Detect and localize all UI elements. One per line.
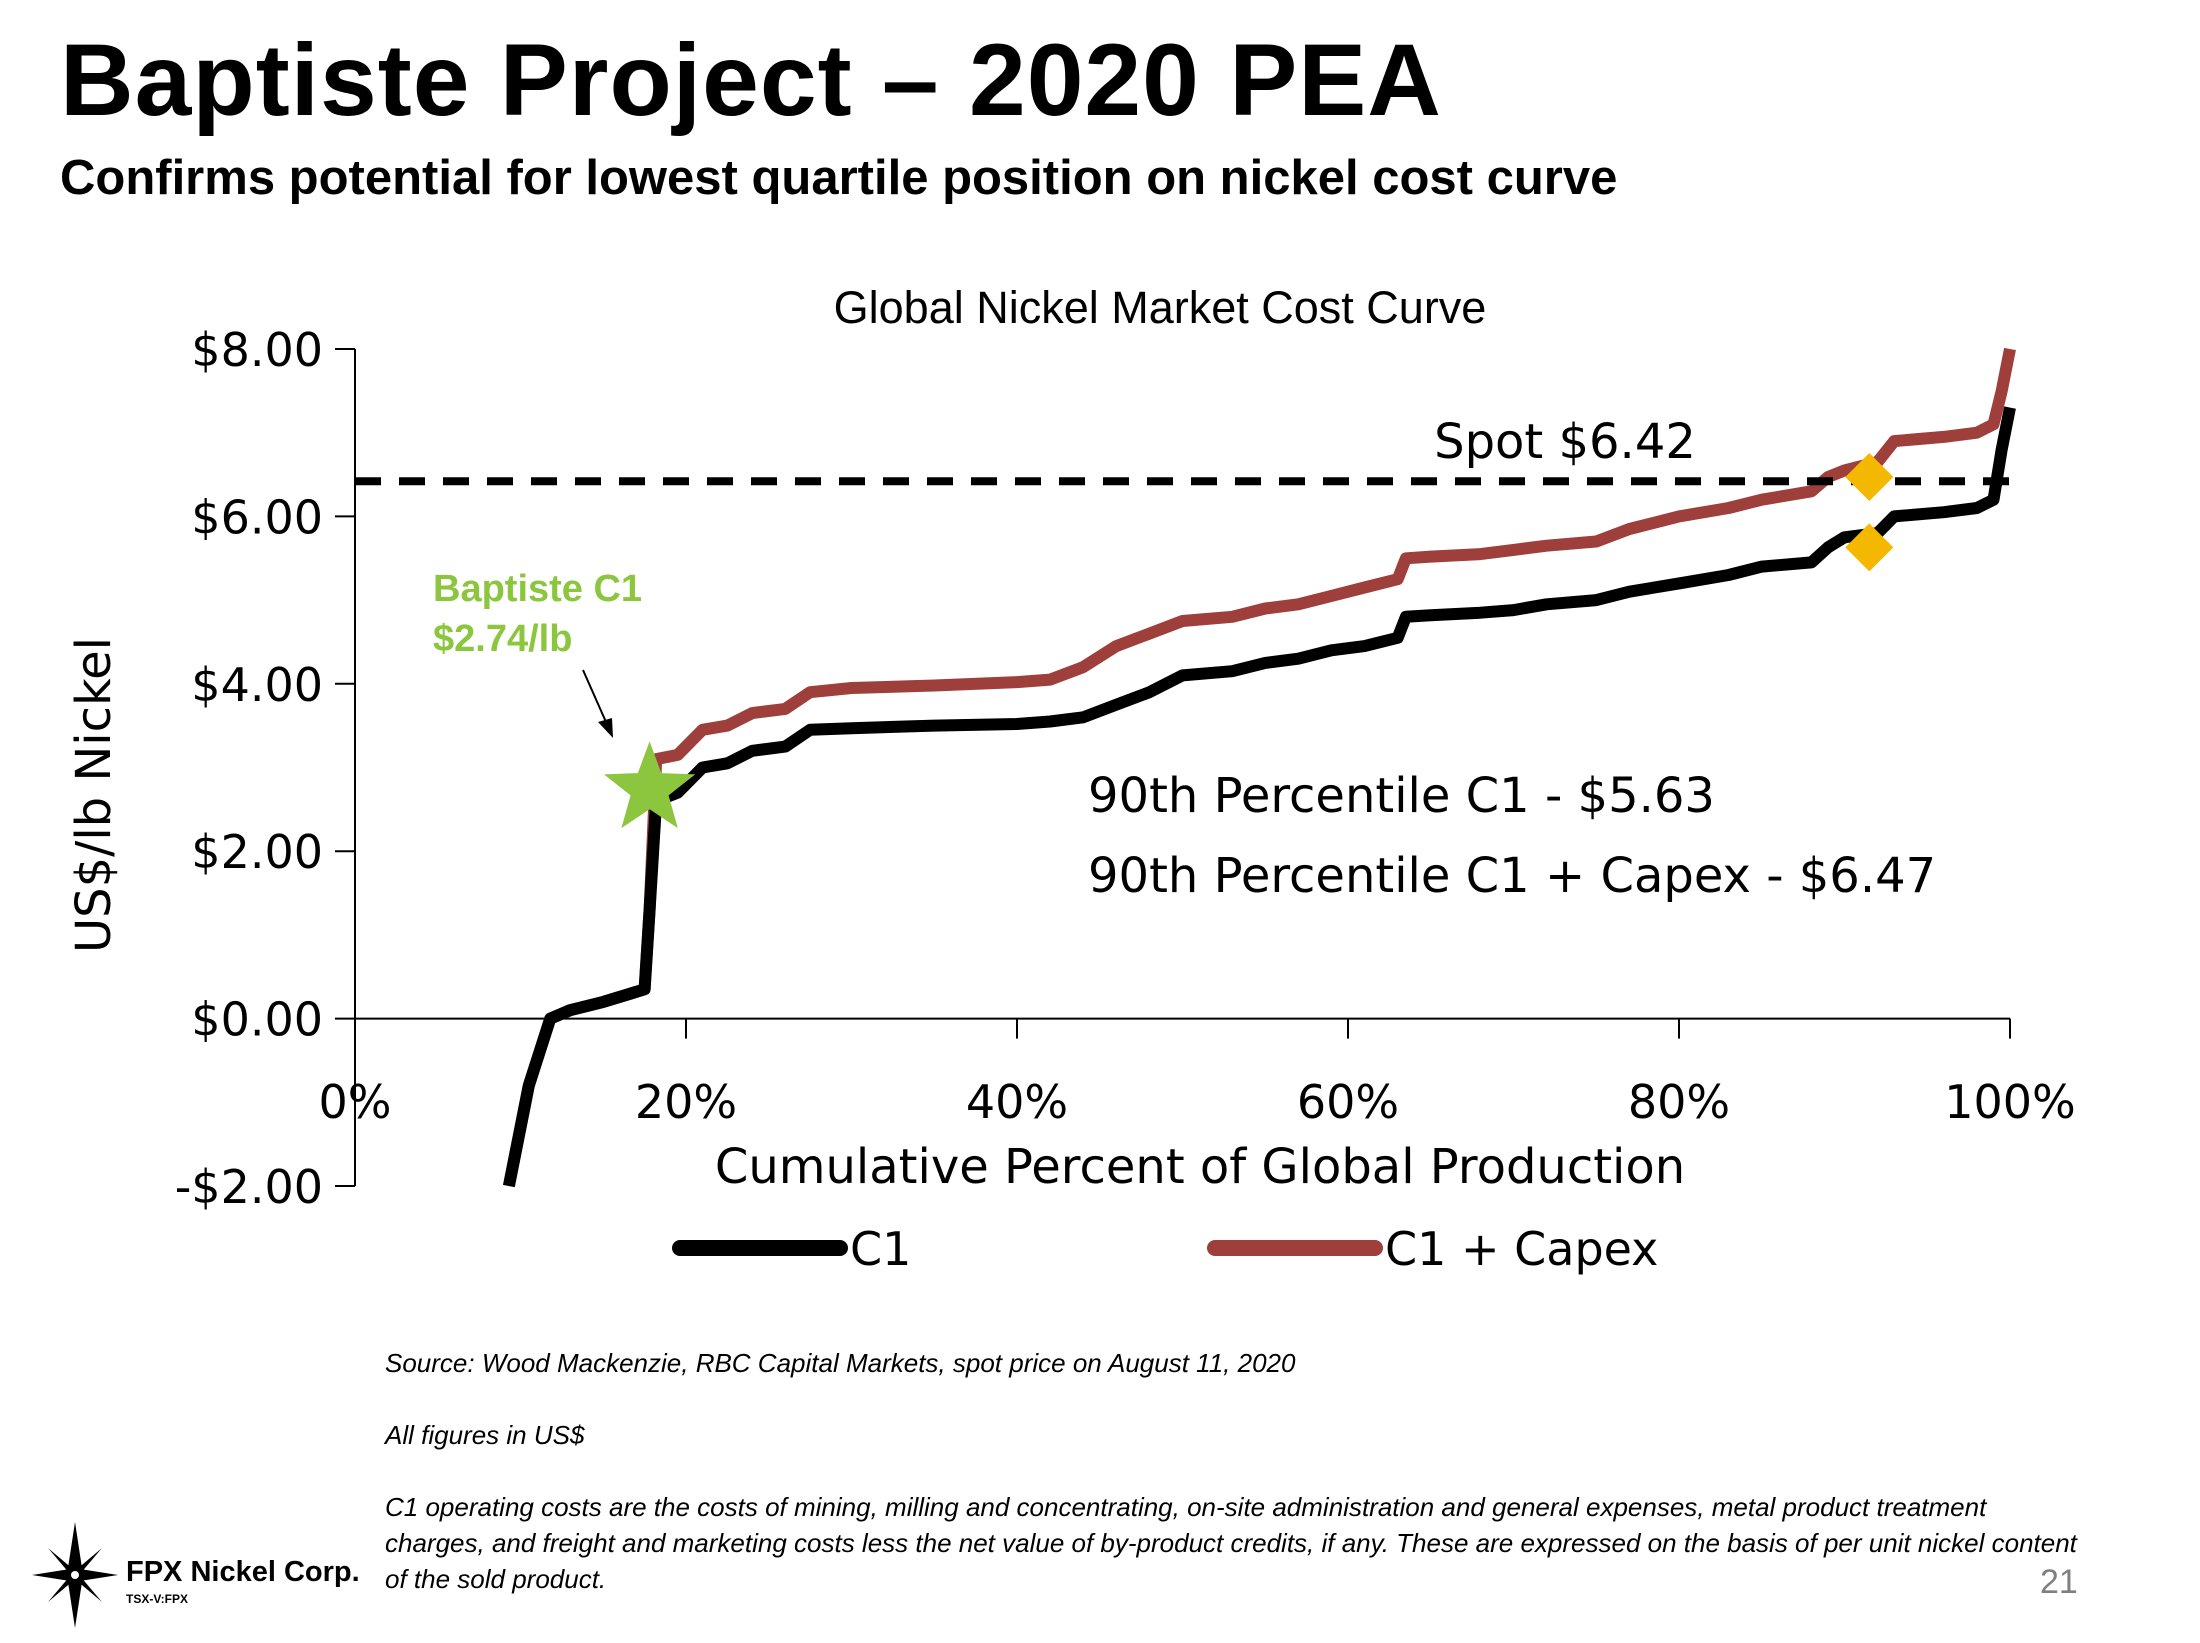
x-tick-label: 60% <box>1297 1075 1399 1129</box>
currency-note: All figures in US$ <box>385 1420 585 1450</box>
baptiste-label: $2.74/lb <box>433 618 572 660</box>
percentile-annotation: 90th Percentile C1 - $5.63 <box>1088 768 1715 824</box>
page-title: Baptiste Project – 2020 PEA <box>60 23 1442 137</box>
y-tick-label: $6.00 <box>191 490 323 544</box>
baptiste-label: Baptiste C1 <box>433 568 642 610</box>
c1-definition-note: C1 operating costs are the costs of mini… <box>385 1492 2077 1594</box>
x-tick-label: 80% <box>1628 1075 1730 1129</box>
y-tick-label: $2.00 <box>191 825 323 879</box>
source-note: Source: Wood Mackenzie, RBC Capital Mark… <box>385 1348 1296 1378</box>
baptiste-arrowhead <box>598 718 613 738</box>
series-line-c1-capex <box>503 347 2016 1188</box>
percentile-marker <box>1845 523 1894 572</box>
percentile-annotation: 90th Percentile C1 + Capex - $6.47 <box>1088 848 1936 904</box>
y-tick-label: $4.00 <box>191 658 323 712</box>
compass-star-icon <box>32 1522 118 1628</box>
x-tick-label: 20% <box>635 1075 737 1129</box>
cost-curve-chart: Global Nickel Market Cost Curve US$/lb N… <box>66 282 2076 1276</box>
legend-label: C1 + Capex <box>1385 1222 1658 1276</box>
company-name: FPX Nickel Corp. <box>126 1556 360 1588</box>
x-tick-label: 100% <box>1944 1075 2076 1129</box>
percentile-marker <box>1845 453 1894 502</box>
x-axis-label: Cumulative Percent of Global Production <box>715 1139 1685 1195</box>
y-axis-label: US$/lb Nickel <box>66 637 122 953</box>
series-line-c1 <box>503 406 2016 1188</box>
page-subtitle: Confirms potential for lowest quartile p… <box>60 151 1618 205</box>
chart-title: Global Nickel Market Cost Curve <box>834 282 1487 333</box>
baptiste-star-icon <box>603 741 696 829</box>
y-tick-label: $8.00 <box>191 323 323 377</box>
spot-price-label: Spot $6.42 <box>1434 414 1696 470</box>
legend-label: C1 <box>850 1222 911 1276</box>
footnotes: Source: Wood Mackenzie, RBC Capital Mark… <box>385 1345 2085 1597</box>
baptiste-arrow <box>582 669 607 723</box>
x-tick-label: 40% <box>966 1075 1068 1129</box>
page-number: 21 <box>2040 1563 2078 1601</box>
company-ticker: TSX-V:FPX <box>126 1592 189 1606</box>
y-tick-label: $0.00 <box>191 993 323 1047</box>
y-tick-label: -$2.00 <box>175 1160 323 1214</box>
company-logo: FPX Nickel Corp. TSX-V:FPX <box>30 1520 370 1630</box>
x-tick-label: 0% <box>319 1075 392 1129</box>
